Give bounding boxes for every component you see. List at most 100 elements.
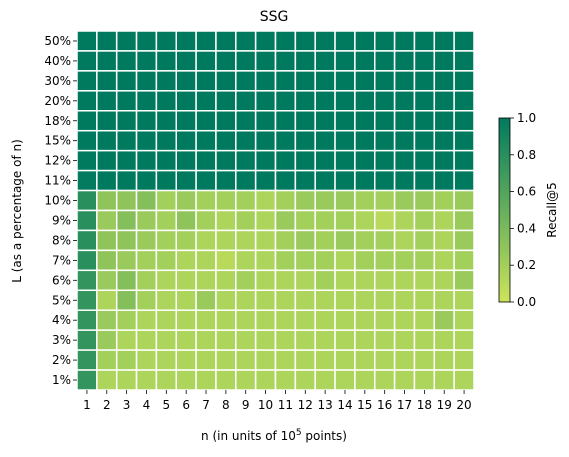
heatmap-cell bbox=[96, 269, 118, 292]
heatmap-cell bbox=[354, 349, 376, 371]
heatmap-cell bbox=[135, 229, 158, 252]
heatmap-cell bbox=[294, 169, 316, 192]
heatmap-cell bbox=[314, 269, 336, 292]
heatmap-cell bbox=[453, 249, 475, 272]
heatmap-cell bbox=[453, 289, 475, 311]
heatmap-cell bbox=[96, 169, 118, 192]
heatmap-cell bbox=[334, 110, 356, 132]
heatmap-cell bbox=[135, 269, 158, 292]
heatmap-cell bbox=[254, 269, 277, 292]
heatmap-cell bbox=[254, 30, 277, 52]
y-tick-label: 1% bbox=[52, 373, 71, 387]
heatmap-cell bbox=[76, 189, 98, 212]
heatmap-cell bbox=[135, 189, 158, 212]
heatmap-cell bbox=[453, 149, 475, 172]
heatmap-cell bbox=[175, 309, 197, 331]
heatmap-cell bbox=[393, 70, 416, 92]
heatmap-cell bbox=[413, 369, 436, 391]
heatmap-cell bbox=[314, 30, 336, 52]
heatmap-cell bbox=[115, 349, 138, 371]
heatmap-cell bbox=[334, 30, 356, 52]
heatmap-cell bbox=[413, 269, 436, 292]
heatmap-cell bbox=[294, 90, 316, 112]
heatmap-cell bbox=[354, 229, 376, 252]
heatmap-cell bbox=[314, 349, 336, 371]
heatmap-cell bbox=[393, 209, 416, 232]
heatmap-cell bbox=[374, 129, 396, 152]
heatmap-cell bbox=[413, 169, 436, 192]
heatmap-cell bbox=[235, 30, 257, 52]
heatmap-cell bbox=[354, 149, 376, 172]
heatmap-cell bbox=[115, 149, 138, 172]
heatmap-cell bbox=[433, 110, 455, 132]
x-tick-label: 9 bbox=[242, 398, 250, 412]
heatmap-cell bbox=[393, 229, 416, 252]
heatmap-cell bbox=[294, 349, 316, 371]
heatmap-cell bbox=[413, 349, 436, 371]
heatmap-cell bbox=[215, 129, 237, 152]
heatmap-cell bbox=[294, 50, 316, 72]
heatmap-cell bbox=[76, 289, 98, 311]
heatmap-cell bbox=[215, 149, 237, 172]
heatmap-cell bbox=[254, 110, 277, 132]
heatmap-cell bbox=[334, 149, 356, 172]
heatmap-cell bbox=[115, 369, 138, 391]
x-tick-label: 6 bbox=[182, 398, 190, 412]
heatmap-cell bbox=[453, 70, 475, 92]
heatmap-cell bbox=[175, 249, 197, 272]
heatmap-cell bbox=[235, 209, 257, 232]
heatmap-cell bbox=[235, 249, 257, 272]
heatmap-cell bbox=[254, 70, 277, 92]
heatmap-cell bbox=[135, 90, 158, 112]
heatmap-cell bbox=[374, 269, 396, 292]
heatmap-cell bbox=[314, 70, 336, 92]
y-tick-label: 6% bbox=[52, 273, 71, 287]
heatmap-cell bbox=[413, 129, 436, 152]
heatmap-cell bbox=[354, 329, 376, 351]
heatmap-cell bbox=[314, 110, 336, 132]
heatmap-cell bbox=[314, 129, 336, 152]
y-tick-label: 11% bbox=[44, 174, 71, 188]
heatmap-cell bbox=[115, 289, 138, 311]
heatmap-cell bbox=[334, 229, 356, 252]
heatmap-cell bbox=[215, 50, 237, 72]
heatmap-cell bbox=[354, 70, 376, 92]
heatmap-cell bbox=[96, 30, 118, 52]
heatmap-cell bbox=[433, 189, 455, 212]
heatmap-cell bbox=[274, 50, 297, 72]
heatmap-cell bbox=[453, 110, 475, 132]
heatmap-cell bbox=[155, 269, 177, 292]
heatmap-cell bbox=[294, 369, 316, 391]
heatmap-cell bbox=[135, 349, 158, 371]
heatmap-cell bbox=[374, 110, 396, 132]
heatmap-cell bbox=[76, 369, 98, 391]
x-tick-labels: 1 2 3 4 5 6 7 8 9 10 11 12 13 14 15 16 17 18 19 20 bbox=[83, 390, 472, 412]
heatmap-cell bbox=[294, 309, 316, 331]
heatmap-cell bbox=[135, 110, 158, 132]
heatmap-cell bbox=[115, 169, 138, 192]
heatmap-cell bbox=[96, 110, 118, 132]
heatmap-cell bbox=[314, 50, 336, 72]
heatmap-cell bbox=[195, 149, 217, 172]
x-tick-label: 8 bbox=[222, 398, 230, 412]
heatmap-cell bbox=[215, 349, 237, 371]
chart-title: SSG bbox=[260, 9, 289, 25]
heatmap-cell bbox=[433, 209, 455, 232]
heatmap-cell bbox=[175, 90, 197, 112]
heatmap-cell bbox=[215, 90, 237, 112]
heatmap-cell bbox=[413, 309, 436, 331]
heatmap-cell bbox=[175, 30, 197, 52]
heatmap-cell bbox=[155, 70, 177, 92]
x-tick-label: 1 bbox=[83, 398, 91, 412]
heatmap-cell bbox=[453, 50, 475, 72]
heatmap-cell bbox=[354, 309, 376, 331]
heatmap-cell bbox=[294, 209, 316, 232]
heatmap-cell bbox=[155, 369, 177, 391]
heatmap-cell bbox=[155, 289, 177, 311]
heatmap-cell bbox=[334, 329, 356, 351]
heatmap-cell bbox=[215, 169, 237, 192]
colorbar-tick-label: 0.8 bbox=[517, 148, 536, 162]
heatmap-cell bbox=[235, 189, 257, 212]
heatmap-cell bbox=[235, 329, 257, 351]
heatmap-cell bbox=[374, 30, 396, 52]
